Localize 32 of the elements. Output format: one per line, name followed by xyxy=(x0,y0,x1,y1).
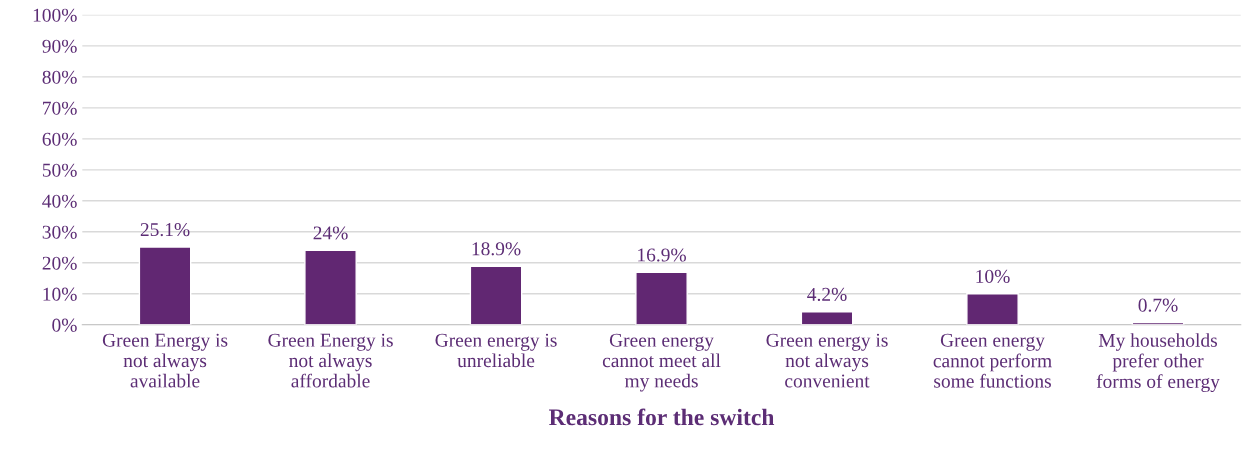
y-tick-label: 30% xyxy=(42,225,77,239)
bar xyxy=(635,271,688,325)
x-axis-title: Reasons for the switch xyxy=(549,408,775,426)
y-tick-label: 100% xyxy=(33,8,77,22)
y-tick-label: 80% xyxy=(42,70,77,84)
y-tick-label: 90% xyxy=(42,39,77,53)
y-tick-label: 40% xyxy=(42,194,77,208)
data-label: 24% xyxy=(313,226,348,240)
bar xyxy=(469,265,523,325)
x-tick-label: Green Energy is not always affordable xyxy=(268,333,393,388)
x-tick-label: Green energy is unreliable xyxy=(435,333,557,368)
x-tick-label: My households prefer other forms of energy xyxy=(1096,333,1220,393)
x-tick-label: Green energy cannot perform some functions xyxy=(933,333,1052,388)
y-tick-label: 70% xyxy=(43,101,77,115)
x-tick-label: Green energy is not always convenient xyxy=(766,333,888,388)
y-tick-label: 50% xyxy=(42,163,77,177)
bar xyxy=(138,246,192,325)
y-tick-label: 0% xyxy=(52,318,77,332)
y-tick-label: 10% xyxy=(43,287,77,301)
x-tick-label: Green energy cannot meet all my needs xyxy=(602,333,721,392)
y-tick-label: 60% xyxy=(42,132,77,146)
y-tick-label: 20% xyxy=(42,256,77,270)
x-tick-label: Green Energy is not always available xyxy=(102,333,228,388)
data-label: 25.1% xyxy=(140,222,190,237)
bar xyxy=(800,311,854,325)
data-label: 16.9% xyxy=(638,248,686,262)
data-label: 18.9% xyxy=(472,242,521,256)
data-label: 4.2% xyxy=(807,287,847,301)
data-label: 0.7% xyxy=(1138,298,1178,312)
bar xyxy=(966,293,1019,325)
bar xyxy=(304,249,357,325)
data-label: 10% xyxy=(976,269,1010,283)
